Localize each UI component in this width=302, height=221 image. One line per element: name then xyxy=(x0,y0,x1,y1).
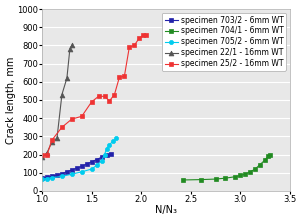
specimen 25/2 - 16mm WT xyxy=(117,76,121,79)
specimen 705/2 - 6mm WT xyxy=(95,164,98,167)
Line: specimen 704/1 - 6mm WT: specimen 704/1 - 6mm WT xyxy=(181,152,272,182)
specimen 25/2 - 16mm WT xyxy=(70,118,74,120)
specimen 704/1 - 6mm WT xyxy=(214,178,217,180)
specimen 703/2 - 6mm WT xyxy=(45,176,49,179)
specimen 25/2 - 16mm WT xyxy=(123,75,126,78)
specimen 705/2 - 6mm WT xyxy=(60,175,64,178)
specimen 25/2 - 16mm WT xyxy=(80,115,84,118)
specimen 703/2 - 6mm WT xyxy=(100,156,103,159)
specimen 703/2 - 6mm WT xyxy=(60,172,64,175)
specimen 25/2 - 16mm WT xyxy=(50,139,54,141)
specimen 705/2 - 6mm WT xyxy=(80,170,84,173)
Line: specimen 703/2 - 6mm WT: specimen 703/2 - 6mm WT xyxy=(40,152,114,180)
X-axis label: N/N₃: N/N₃ xyxy=(155,206,177,215)
specimen 25/2 - 16mm WT xyxy=(90,101,93,103)
specimen 705/2 - 6mm WT xyxy=(70,173,74,175)
specimen 704/1 - 6mm WT xyxy=(239,174,242,177)
specimen 25/2 - 16mm WT xyxy=(40,154,44,157)
Line: specimen 705/2 - 6mm WT: specimen 705/2 - 6mm WT xyxy=(40,136,118,181)
specimen 22/1 - 16mm WT xyxy=(70,44,74,47)
specimen 703/2 - 6mm WT xyxy=(50,175,54,178)
specimen 703/2 - 6mm WT xyxy=(85,163,88,165)
specimen 705/2 - 6mm WT xyxy=(40,178,44,180)
specimen 22/1 - 16mm WT xyxy=(50,141,54,143)
specimen 22/1 - 16mm WT xyxy=(60,93,64,96)
specimen 25/2 - 16mm WT xyxy=(108,99,111,102)
specimen 704/1 - 6mm WT xyxy=(263,159,267,161)
specimen 25/2 - 16mm WT xyxy=(141,34,145,37)
specimen 25/2 - 16mm WT xyxy=(103,95,106,98)
specimen 705/2 - 6mm WT xyxy=(105,148,108,151)
specimen 25/2 - 16mm WT xyxy=(45,153,49,156)
specimen 704/1 - 6mm WT xyxy=(233,175,237,178)
specimen 704/1 - 6mm WT xyxy=(181,179,185,181)
specimen 704/1 - 6mm WT xyxy=(258,163,262,166)
specimen 705/2 - 6mm WT xyxy=(112,139,115,142)
specimen 705/2 - 6mm WT xyxy=(45,177,49,180)
Line: specimen 25/2 - 16mm WT: specimen 25/2 - 16mm WT xyxy=(40,32,148,158)
specimen 703/2 - 6mm WT xyxy=(105,154,108,157)
specimen 22/1 - 16mm WT xyxy=(55,137,59,139)
specimen 22/1 - 16mm WT xyxy=(40,156,44,159)
specimen 703/2 - 6mm WT xyxy=(75,167,79,170)
specimen 703/2 - 6mm WT xyxy=(90,160,93,163)
specimen 703/2 - 6mm WT xyxy=(95,158,98,161)
specimen 705/2 - 6mm WT xyxy=(50,177,54,179)
specimen 22/1 - 16mm WT xyxy=(68,48,72,50)
specimen 22/1 - 16mm WT xyxy=(45,151,49,154)
specimen 704/1 - 6mm WT xyxy=(266,155,270,158)
specimen 703/2 - 6mm WT xyxy=(65,170,69,173)
Y-axis label: Crack length, mm: Crack length, mm xyxy=(5,56,16,144)
specimen 25/2 - 16mm WT xyxy=(113,93,116,96)
specimen 25/2 - 16mm WT xyxy=(137,37,141,40)
specimen 705/2 - 6mm WT xyxy=(103,153,106,156)
specimen 703/2 - 6mm WT xyxy=(70,169,74,171)
specimen 705/2 - 6mm WT xyxy=(100,160,103,162)
specimen 705/2 - 6mm WT xyxy=(115,137,118,139)
specimen 704/1 - 6mm WT xyxy=(223,177,227,179)
specimen 703/2 - 6mm WT xyxy=(110,152,113,155)
specimen 704/1 - 6mm WT xyxy=(253,168,257,170)
specimen 704/1 - 6mm WT xyxy=(248,170,252,173)
specimen 705/2 - 6mm WT xyxy=(90,168,93,170)
specimen 703/2 - 6mm WT xyxy=(80,165,84,168)
specimen 25/2 - 16mm WT xyxy=(97,95,100,98)
specimen 704/1 - 6mm WT xyxy=(268,153,272,156)
specimen 25/2 - 16mm WT xyxy=(127,46,131,49)
specimen 704/1 - 6mm WT xyxy=(199,178,202,181)
specimen 703/2 - 6mm WT xyxy=(55,173,59,176)
specimen 703/2 - 6mm WT xyxy=(40,177,44,179)
specimen 704/1 - 6mm WT xyxy=(243,173,247,175)
Line: specimen 22/1 - 16mm WT: specimen 22/1 - 16mm WT xyxy=(40,43,74,160)
specimen 22/1 - 16mm WT xyxy=(65,77,69,80)
Legend: specimen 703/2 - 6mm WT, specimen 704/1 - 6mm WT, specimen 705/2 - 6mm WT, speci: specimen 703/2 - 6mm WT, specimen 704/1 … xyxy=(162,13,286,71)
specimen 705/2 - 6mm WT xyxy=(108,143,111,146)
specimen 25/2 - 16mm WT xyxy=(133,44,136,47)
specimen 25/2 - 16mm WT xyxy=(60,126,64,129)
specimen 25/2 - 16mm WT xyxy=(144,33,148,36)
